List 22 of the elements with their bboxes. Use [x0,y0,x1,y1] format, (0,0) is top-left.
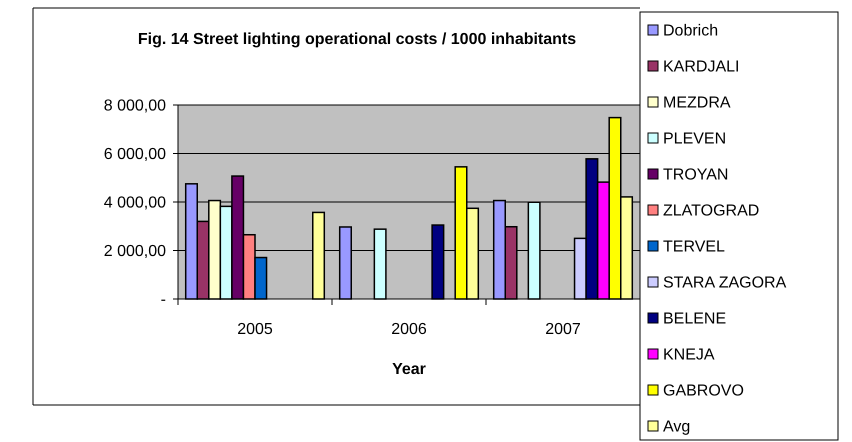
legend-label: KNEJA [663,346,715,364]
legend-label: KARDJALI [663,58,740,76]
y-tick-label: 6 000,00 [104,146,166,164]
legend-label: ZLATOGRAD [663,202,760,220]
legend-label: GABROVO [663,382,744,400]
y-tick-label: 8 000,00 [104,98,166,115]
y-tick-label: 4 000,00 [104,194,166,212]
legend-label: MEZDRA [663,94,731,112]
y-tick-label: - [160,292,166,309]
legend-label: Avg [663,418,690,436]
x-axis-title: Year [392,361,426,378]
x-tick-label: 2005 [237,321,273,338]
chart-title: Fig. 14 Street lighting operational costs / 1000 inhabitants [138,31,576,48]
legend-label: TROYAN [663,166,728,184]
legend-label: Dobrich [663,22,718,40]
legend-label: TERVEL [663,238,726,256]
x-tick-label: 2006 [391,321,427,338]
legend-label: PLEVEN [663,130,726,148]
legend-label: STARA ZAGORA [663,274,787,292]
y-tick-label: 2 000,00 [104,243,166,260]
legend-label: BELENE [663,310,726,328]
x-tick-label: 2007 [545,321,581,338]
